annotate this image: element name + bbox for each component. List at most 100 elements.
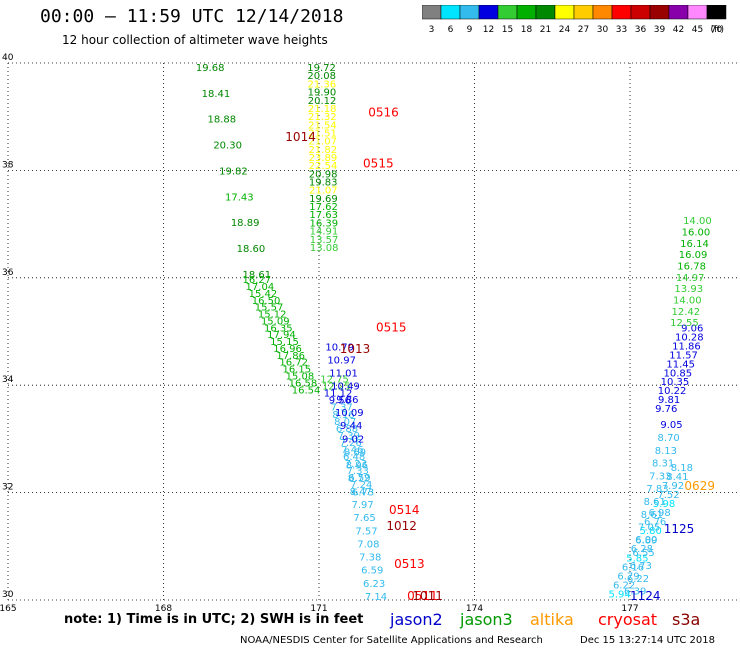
wave-height-value: 16.35 [264,323,293,334]
wave-height-value: 18.60 [237,244,266,255]
wave-height-value: 16.50 [252,296,281,307]
wave-height-value: 16.27 [242,275,271,286]
wave-height-value: 9.02 [342,434,364,445]
wave-height-value: 7.05 [638,523,660,534]
wave-height-value: 10.97 [327,355,356,366]
wave-height-value: 21.51 [308,128,337,139]
wave-height-value: 8.69 [344,447,366,458]
legend-cryosat: cryosat [598,610,658,629]
wave-height-value: 10.49 [331,382,360,393]
wave-height-value: 11.86 [672,341,701,352]
axis-ticks: 165 168 171 174 177 30 32 34 36 38 40 [0,53,639,612]
wave-height-value: 19.69 [309,194,338,205]
pass-time-label: 1013 [340,342,371,356]
color-scale-unit: (ft) [710,25,724,35]
wave-height-value: 8.61 [641,510,663,521]
wave-height-value: 7.52 [657,490,679,501]
wave-height-value: 14.00 [683,216,712,227]
wave-height-value: 21.07 [309,186,338,197]
wave-height-value: 8.13 [655,446,677,457]
pass-time-label: 0514 [389,503,420,517]
wave-height-value: 17.86 [276,351,305,362]
wave-height-value: 5.98 [653,499,675,510]
wave-height-value: 14.97 [676,273,705,284]
color-scale-legend: 3 6 9 12 15 18 21 24 27 30 33 36 39 42 45 70(ft) [422,5,727,35]
wave-height-value: 20.98 [309,169,338,180]
wave-height-value: 8.18 [671,463,693,474]
wave-height-value: 17.43 [225,192,254,203]
wave-height-value: 6.59 [348,473,370,484]
wave-height-value: 9.06 [681,324,703,335]
wave-height-value: 7.83 [646,484,668,495]
wave-height-value: 8.72 [348,474,370,485]
wave-height-value: 13.93 [674,284,703,295]
wave-height-value: 20.08 [307,71,336,82]
legend-s3a: s3a [672,610,701,629]
wave-height-value: 9.56 [329,396,351,407]
wave-height-value: 15.09 [261,316,290,327]
wave-height-value: 6.59 [361,566,383,577]
time-labels: 0516 1014 0515 0515 1013 0514 1012 0513 05111011… [285,106,715,603]
wave-height-value: 19.90 [308,88,337,99]
wave-height-value: 12.25 [322,382,351,393]
pass-time-label: 1125 [664,522,695,536]
color-scale-label: 39 [654,25,666,35]
pass-time-label: 0629 [684,479,715,493]
wave-height-value: 9.81 [658,395,680,406]
wave-height-value: 16.09 [679,250,708,261]
wave-height-value: 6.48 [343,452,365,463]
wave-height-value: 21.07 [308,137,337,148]
wave-height-value: 10.22 [658,386,687,397]
pass-time-label: 1014 [285,130,316,144]
wave-height-value: 8.31 [652,459,674,470]
wave-height-value: 8.61 [644,497,666,508]
wave-height-value: 6.79 [617,571,639,582]
wave-height-value: 16.15 [282,365,311,376]
y-tick-label: 40 [2,53,14,63]
wave-height-value: 6.22 [613,580,635,591]
wave-height-value: 11.12 [324,389,353,400]
wave-height-value: 10.09 [335,408,364,419]
wave-height-value: 11.45 [666,359,695,370]
wave-height-value: 7.37 [331,403,353,414]
pass-time-label: 0513 [394,557,425,571]
color-scale-label: 12 [483,25,494,35]
page-subtitle: 12 hour collection of altimeter wave hei… [62,33,328,47]
y-tick-label: 38 [2,160,14,170]
wave-height-value: 6.73 [630,561,652,572]
legend-altika: altika [530,610,574,629]
color-scale-label: 45 [692,25,703,35]
pass-time-label: 0515 [376,321,407,335]
wave-height-value: 6.55 [632,548,654,559]
wave-height-value: 10.85 [663,368,692,379]
grid-lines [7,62,740,601]
wave-height-value: 7.38 [359,553,381,564]
wave-height-value: 5.80 [640,526,662,537]
pass-time-label: 1124 [630,589,661,603]
wave-height-value: 7.08 [357,539,379,550]
y-tick-label: 36 [2,268,14,278]
wave-height-value: 21.36 [308,79,337,90]
wave-height-value: 10.28 [675,332,704,343]
wave-height-value: 19.83 [309,178,338,189]
wave-height-value: 12.75 [320,375,349,386]
wave-height-value: 6.28 [631,544,653,555]
footer-timestamp: Dec 15 13:27:14 UTC 2018 [580,635,715,646]
wave-height-value: 21.82 [308,145,337,156]
pass-time-label: 0511 [407,589,438,603]
wave-height-value: 16.78 [677,261,706,272]
wave-height-value: 7.57 [355,526,377,537]
wave-height-value: 15.42 [249,289,278,300]
wave-height-value: 12.55 [670,318,699,329]
x-tick-label: 177 [621,604,638,612]
wave-height-value: 8.07 [334,417,356,428]
pass-time-label: 1012 [386,519,417,533]
wave-height-value: 21.18 [308,104,337,115]
wave-height-value: 5.94 [609,589,631,600]
legend-jason3: jason3 [460,610,513,629]
pass-time-label: 0516 [368,106,399,120]
wave-height-value: 22.54 [309,161,338,172]
wave-height-value: 6.88 [336,424,358,435]
y-tick-label: 34 [2,375,14,385]
wave-height-value: 8.16 [332,410,354,421]
